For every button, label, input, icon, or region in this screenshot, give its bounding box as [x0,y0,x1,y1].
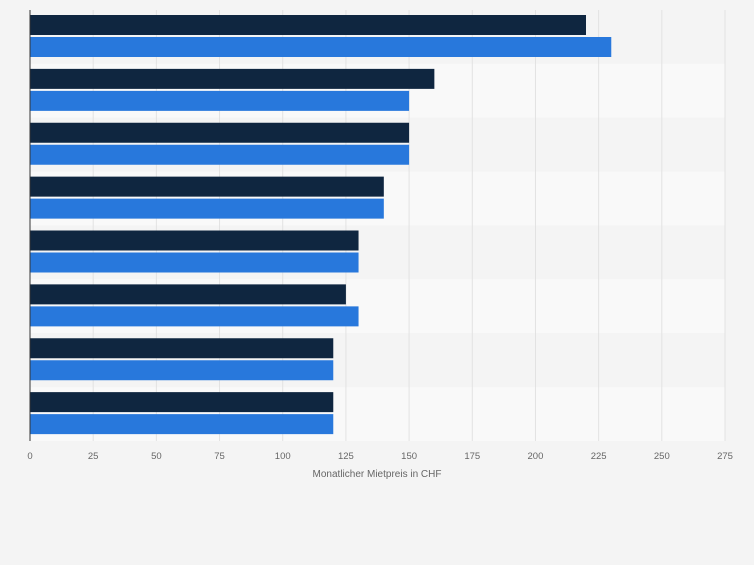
bar-series-1 [30,284,346,305]
x-tick-label: 150 [401,451,417,462]
bar-series-2 [30,306,359,327]
x-tick-label: 275 [717,451,733,462]
bar-series-1 [30,122,410,143]
bar-series-2 [30,360,334,381]
x-tick-label: 250 [654,451,670,462]
x-tick-label: 200 [528,451,544,462]
bars [30,15,612,435]
bar-series-1 [30,68,435,89]
bar-series-1 [30,230,359,251]
bar-series-2 [30,252,359,273]
x-tick-label: 175 [464,451,480,462]
x-tick-label: 0 [27,451,32,462]
x-tick-label: 75 [214,451,225,462]
x-tick-label: 125 [338,451,354,462]
bar-series-2 [30,37,612,57]
x-tick-label: 50 [151,451,162,462]
bar-series-2 [30,414,334,435]
bar-series-2 [30,144,410,165]
bar-series-2 [30,198,384,219]
bar-series-1 [30,392,334,413]
x-tick-labels: 0 25 50 75 100 125 150 175 200 225 250 275 [27,451,733,462]
x-tick-label: 225 [591,451,607,462]
bar-series-1 [30,338,334,359]
x-tick-label: 100 [275,451,291,462]
bar-series-2 [30,90,410,111]
bar-series-1 [30,15,586,35]
x-tick-label: 25 [88,451,99,462]
x-axis-title: Monatlicher Mietpreis in CHF [313,469,442,480]
bar-series-1 [30,176,384,197]
